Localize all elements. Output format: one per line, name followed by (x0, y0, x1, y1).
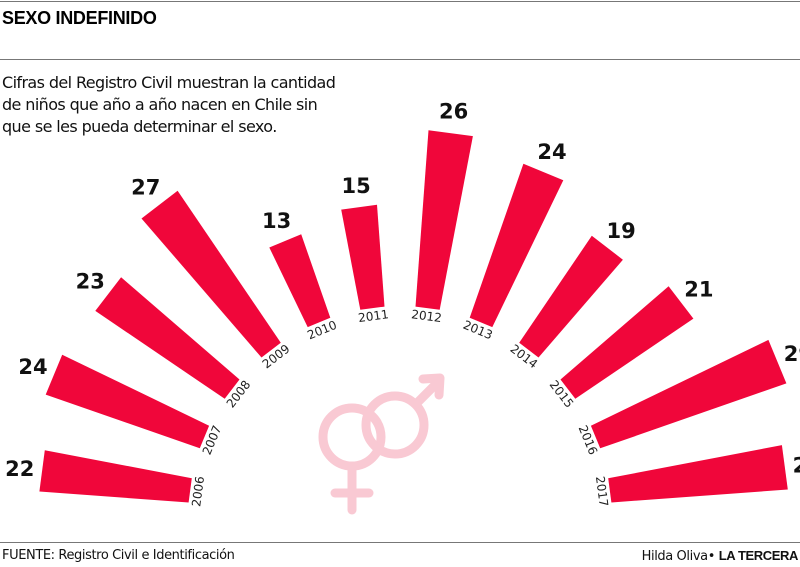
male-arrow-shaft (411, 377, 443, 409)
year-label: 2017 (593, 475, 611, 507)
subtitle-line: Cifras del Registro Civil muestran la ca… (2, 73, 336, 92)
bar-2006 (39, 450, 192, 503)
bar-2007 (45, 354, 210, 449)
source-note: FUENTE: Registro Civil e Identificación (2, 548, 235, 563)
bar-2008 (95, 277, 240, 399)
top-rule (0, 1, 800, 2)
value-label: 21 (684, 278, 713, 302)
male-circle (361, 391, 429, 459)
bar-2017 (608, 445, 788, 503)
footer-rule (0, 542, 800, 543)
value-label: 26 (439, 100, 468, 124)
value-label: 15 (341, 174, 370, 198)
value-label: 26 (793, 453, 800, 477)
value-label: 13 (262, 209, 291, 233)
bar-2016 (590, 339, 787, 449)
value-label: 22 (5, 457, 34, 481)
bar-2009 (141, 190, 281, 358)
title-rule (0, 59, 800, 60)
author: Hilda Oliva (641, 549, 708, 564)
male-arrow-head (418, 373, 445, 400)
value-label: 23 (76, 269, 105, 293)
credit: Hilda Oliva• LA TERCERA (641, 548, 799, 564)
source-label: FUENTE: (2, 548, 55, 563)
year-label: 2006 (189, 475, 207, 507)
chart-title: SEXO INDEFINIDO (2, 8, 157, 28)
bar-2015 (560, 286, 694, 399)
publisher: LA TERCERA (718, 548, 799, 563)
value-label: 24 (18, 355, 47, 379)
bar-2011 (341, 204, 385, 310)
bar-2014 (519, 235, 623, 358)
subtitle-line: de niños que año a año nacen en Chile si… (2, 95, 318, 114)
credit-separator: • (707, 549, 716, 564)
chart-subtitle: Cifras del Registro Civil muestran la ca… (2, 72, 402, 138)
gender-symbol-icon (318, 373, 445, 515)
bar-2010 (269, 234, 331, 328)
bar-2012 (415, 130, 473, 310)
value-label: 27 (131, 176, 160, 200)
value-label: 24 (537, 140, 566, 164)
value-label: 19 (606, 219, 635, 243)
source-text: Registro Civil e Identificación (54, 548, 235, 563)
year-label: 2012 (411, 307, 443, 325)
bar-2013 (469, 163, 564, 328)
subtitle-line: que se les pueda determinar el sexo. (2, 117, 277, 136)
year-label: 2011 (357, 307, 389, 325)
value-label: 29 (784, 342, 800, 366)
